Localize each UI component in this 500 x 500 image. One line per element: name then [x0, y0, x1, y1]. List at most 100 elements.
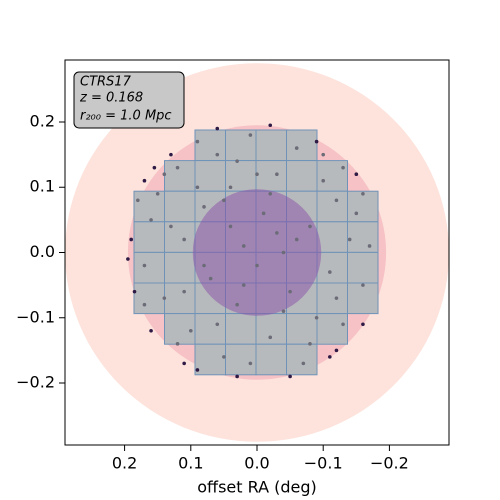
x-tick-label: 0.1 [178, 454, 203, 473]
tile [286, 160, 318, 192]
y-tick-label: −0.1 [16, 307, 55, 326]
point [195, 139, 200, 144]
point [275, 172, 279, 176]
point [334, 348, 339, 353]
tile [133, 251, 165, 284]
radius-circle [192, 189, 322, 316]
point [347, 237, 352, 242]
point [268, 123, 273, 128]
point [142, 263, 147, 268]
tile [255, 313, 287, 345]
x-tick-label: −0.2 [370, 454, 409, 473]
annotation-box [73, 71, 185, 129]
tile [164, 282, 196, 315]
point [334, 296, 339, 300]
tile [316, 160, 348, 192]
tile [194, 343, 226, 376]
point [361, 322, 365, 327]
point [341, 322, 345, 327]
point [328, 355, 332, 359]
tile [225, 313, 257, 345]
point [136, 198, 140, 203]
annotation: z = 0.168 [79, 91, 143, 106]
point [248, 133, 253, 137]
point [334, 198, 339, 203]
point [175, 342, 180, 346]
tile [347, 282, 379, 315]
point [281, 309, 286, 314]
point [235, 374, 239, 379]
point [281, 250, 286, 255]
point [149, 218, 153, 222]
point [308, 224, 312, 229]
point [126, 257, 130, 261]
point [288, 374, 292, 379]
tile [164, 313, 196, 345]
point [354, 172, 359, 176]
point [228, 224, 233, 229]
point [248, 361, 253, 366]
point [129, 237, 134, 242]
point [182, 289, 186, 294]
tile [194, 129, 226, 162]
point [268, 191, 273, 196]
point [195, 368, 200, 372]
tile [316, 221, 348, 253]
point [341, 165, 345, 170]
point [215, 152, 220, 157]
y-tick-label: 0.0 [30, 242, 55, 261]
point [235, 302, 239, 307]
point [132, 289, 137, 294]
point [152, 165, 157, 170]
point [361, 283, 365, 287]
tile [347, 190, 379, 223]
tile [164, 221, 196, 253]
annotation: CTRS17 [80, 75, 132, 90]
point [169, 152, 173, 157]
point [255, 263, 259, 268]
point [361, 191, 365, 196]
point [195, 185, 200, 190]
point [142, 178, 147, 183]
tile [286, 313, 318, 345]
point [142, 302, 147, 307]
point [155, 191, 160, 196]
point [294, 237, 299, 242]
y-tick-label: −0.2 [16, 373, 55, 392]
point [222, 198, 226, 203]
point [294, 146, 299, 150]
point [222, 355, 226, 359]
point [228, 185, 233, 190]
tile [316, 313, 348, 345]
point [255, 172, 259, 176]
point [241, 244, 246, 248]
point [202, 263, 206, 268]
y-tick-label: 0.2 [30, 111, 55, 130]
tile [133, 190, 165, 223]
tile [347, 221, 379, 253]
point [314, 315, 319, 320]
annotation: r₂₀₀ = 1.0 Mpc [80, 109, 172, 124]
tile [316, 251, 348, 284]
point [215, 126, 220, 131]
point [182, 237, 186, 242]
point [215, 322, 220, 327]
x-tick-label: −0.1 [304, 454, 343, 473]
point [208, 276, 213, 281]
point [354, 211, 359, 216]
tile [225, 343, 257, 376]
tile [133, 282, 165, 315]
point [188, 329, 193, 333]
point [182, 361, 186, 366]
tile [255, 160, 287, 192]
tile [164, 160, 196, 192]
point [321, 152, 326, 157]
axes: 0.2 0.1 0.0 −0.1 −0.2 0.2 0.1 0.0 −0.1 −0.2 [16, 111, 409, 472]
point [261, 211, 266, 216]
point [367, 244, 372, 248]
point [301, 361, 306, 366]
point [314, 139, 319, 144]
tile [255, 129, 287, 162]
